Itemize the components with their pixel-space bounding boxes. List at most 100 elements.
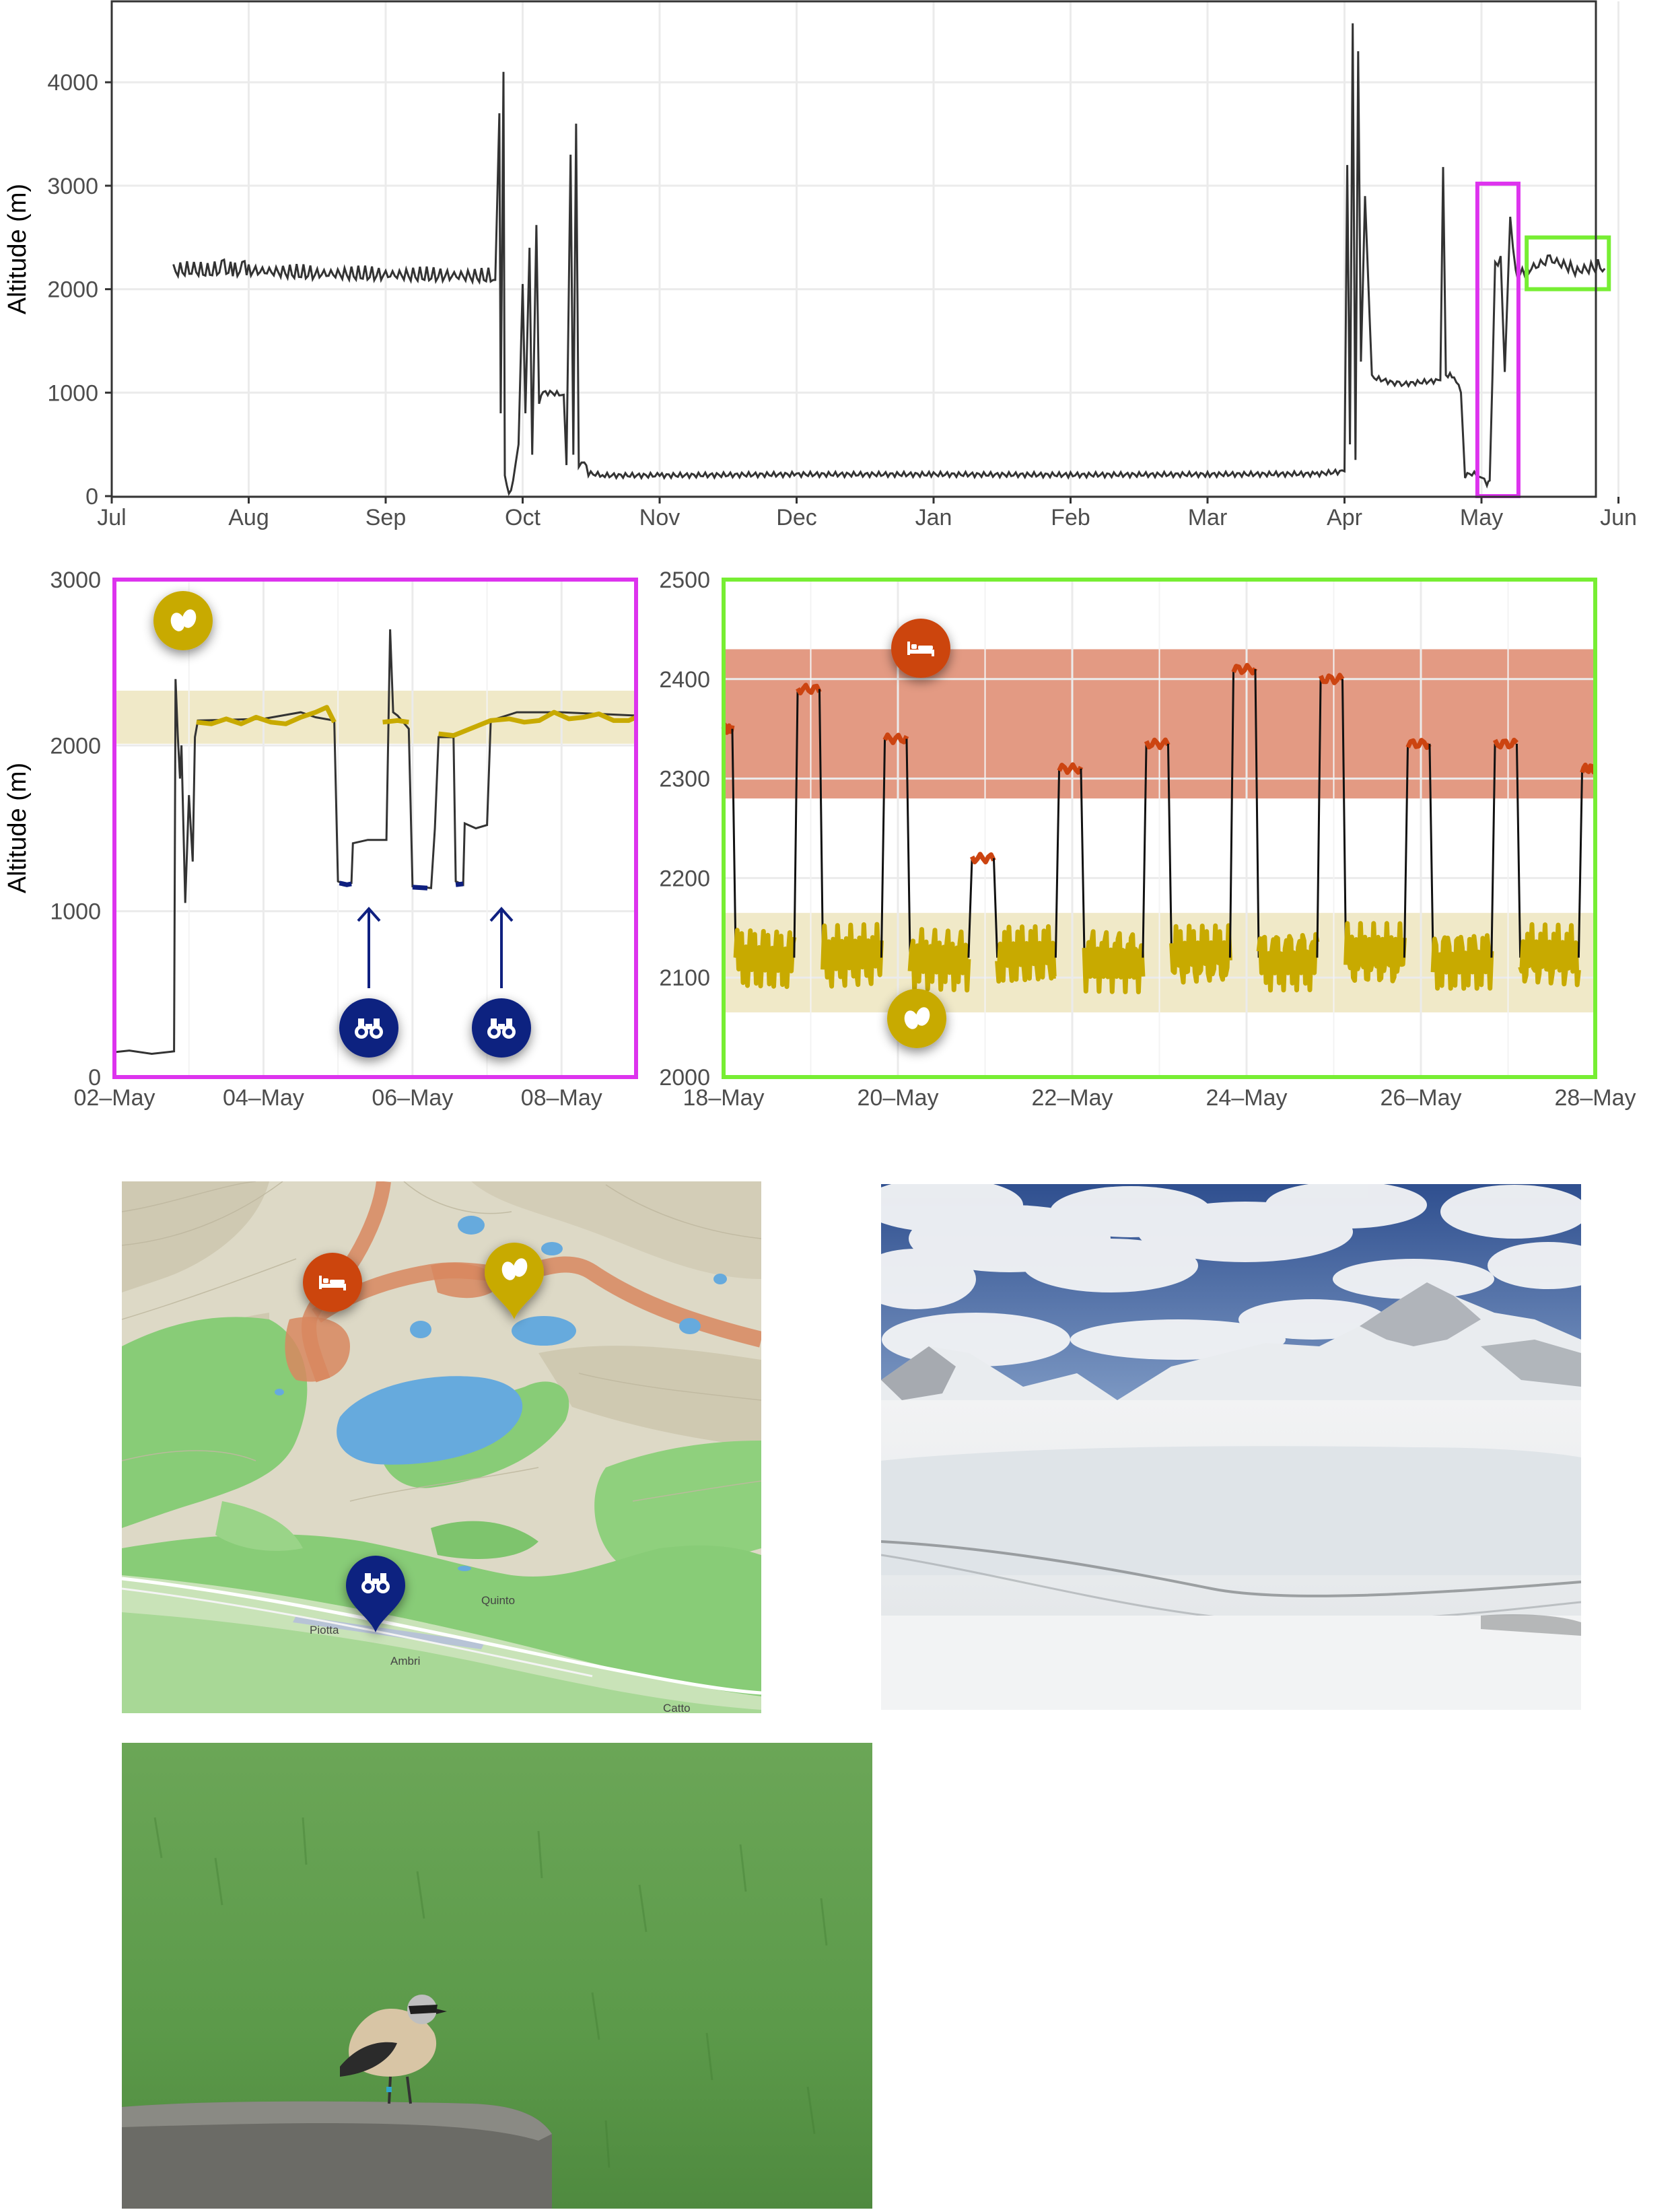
mr-x-tick-label: 22–May	[1032, 1085, 1113, 1111]
mr-day-series	[995, 924, 1057, 984]
mr-y-tick-label: 2100	[659, 965, 710, 991]
top-y-tick-label: 2000	[47, 277, 98, 303]
mr-transition	[818, 689, 825, 958]
mr-transition	[967, 858, 973, 958]
mr-y-tick-labels: 2000 2100 2200 2300 2400 2500	[659, 567, 710, 1091]
mr-day-series	[1082, 929, 1146, 994]
top-gridlines	[110, 1, 1619, 497]
mr-transition	[1054, 768, 1061, 958]
mr-x-tick-label: 28–May	[1555, 1085, 1636, 1111]
mr-x-tick-label: 24–May	[1206, 1085, 1288, 1111]
top-x-tick-label: Apr	[1327, 505, 1362, 530]
bird	[340, 1995, 447, 2104]
eggs-icon	[887, 989, 946, 1048]
mr-transition	[880, 738, 886, 958]
mr-transition	[1166, 743, 1173, 958]
top-x-tick-label: May	[1460, 505, 1503, 530]
eggs-icon	[153, 591, 213, 650]
mr-day-series	[1430, 933, 1494, 991]
top-altitude-line	[172, 23, 1606, 496]
top-x-tick-label: Nov	[639, 505, 680, 530]
top-x-tick-labels: Jul Aug Sep Oct Nov Dec Jan Feb Mar Apr May Jun	[97, 497, 1637, 530]
bed-icon	[303, 1253, 362, 1312]
mr-night-series	[1492, 737, 1518, 750]
ml-stopover-series	[339, 880, 352, 887]
annual-altitude-panel: 0 1000 2000 3000 4000 Jul Aug Sep Oct Nov Dec Jan F…	[3, 0, 1637, 530]
mr-night-series	[969, 852, 996, 865]
top-x-tick-label: Aug	[228, 505, 269, 530]
mr-transition	[1228, 669, 1235, 958]
ml-bands	[114, 691, 636, 744]
lake	[337, 1376, 523, 1465]
mr-transition	[992, 858, 999, 958]
ml-y-tick-labels: 0 1000 2000 3000	[50, 567, 101, 1091]
top-y-tick-label: 4000	[47, 70, 98, 96]
mr-night-series	[1144, 737, 1171, 751]
mr-transition	[1403, 743, 1409, 958]
top-plot-border	[110, 0, 1597, 498]
top-altitude-series	[172, 23, 1606, 496]
mr-x-tick-label: 18–May	[683, 1085, 765, 1111]
mr-night-series	[1318, 672, 1345, 685]
mr-y-tick-label: 2000	[659, 1065, 710, 1091]
ml-y-tick-label: 0	[88, 1065, 101, 1091]
ml-breeding-series	[382, 718, 409, 725]
top-y-axis-title: Altitude (m)	[3, 184, 32, 314]
migration-zoom-panel: 0 1000 2000 3000 02–May 04–May 06–May 08–May A…	[3, 567, 638, 1111]
ml-x-tick-label: 04–May	[223, 1085, 304, 1111]
binoculars-icon	[346, 1556, 405, 1632]
top-y-tick-labels: 0 1000 2000 3000 4000	[47, 70, 112, 510]
top-x-tick-label: Mar	[1188, 505, 1228, 530]
mr-plot-border	[722, 578, 1597, 1079]
mr-transition	[1490, 743, 1496, 958]
top-x-tick-label: Dec	[776, 505, 816, 530]
mr-day-series	[1518, 922, 1581, 988]
mr-night-series	[1405, 738, 1432, 751]
mr-y-tick-label: 2300	[659, 767, 710, 792]
ml-x-tick-labels: 02–May 04–May 06–May 08–May	[74, 1085, 602, 1111]
top-x-tick-label: Jan	[915, 505, 952, 530]
mr-transition	[1428, 743, 1434, 958]
stopover-arrow	[357, 906, 381, 988]
mr-day-series	[1343, 921, 1407, 983]
mr-night-series	[1580, 762, 1597, 775]
mr-transition	[905, 738, 911, 958]
mr-day-series	[1169, 923, 1232, 985]
binoculars-icon	[472, 998, 531, 1058]
binoculars-icon	[339, 998, 398, 1058]
top-y-tick-label: 0	[85, 484, 98, 510]
mr-x-tick-labels: 18–May 20–May 22–May 24–May 26–May 28–May	[683, 1085, 1636, 1111]
mr-day-series	[1256, 932, 1320, 993]
ml-y-tick-label: 3000	[50, 567, 101, 593]
mr-transition	[1316, 679, 1322, 958]
wheatear-photo	[122, 1743, 872, 2209]
mr-night-series	[882, 732, 909, 745]
top-zoom-boxes	[1475, 181, 1611, 498]
map-label-piotta: Piotta	[310, 1624, 339, 1636]
mr-transition	[731, 728, 737, 958]
mr-x-tick-label: 26–May	[1381, 1085, 1462, 1111]
terrain-map: Quinto Piotta Ambri Catto	[122, 1181, 761, 1715]
mr-day-series	[820, 922, 884, 989]
top-x-tick-label: Jul	[97, 505, 126, 530]
mr-x-tick-label: 20–May	[858, 1085, 939, 1111]
ml-y-tick-label: 2000	[50, 733, 101, 759]
snowy-lake-photo	[881, 1184, 1581, 1710]
ml-x-tick-label: 08–May	[521, 1085, 602, 1111]
top-x-tick-label: Oct	[505, 505, 540, 530]
zoom-box-green	[1525, 235, 1611, 291]
top-x-tick-label: Feb	[1051, 505, 1090, 530]
breeding-altitude-band	[114, 691, 636, 744]
lake	[512, 1316, 576, 1346]
mr-y-tick-label: 2200	[659, 866, 710, 891]
mr-transition	[1515, 743, 1522, 958]
ml-x-tick-label: 06–May	[372, 1085, 453, 1111]
stopover-arrow	[489, 906, 514, 988]
mr-night-series	[1057, 762, 1084, 775]
ml-breeding-series	[438, 710, 637, 738]
mr-transition	[793, 689, 799, 958]
mr-altitude-lines	[721, 662, 1597, 994]
top-x-tick-label: Sep	[365, 505, 407, 530]
mr-y-tick-label: 2500	[659, 567, 710, 593]
